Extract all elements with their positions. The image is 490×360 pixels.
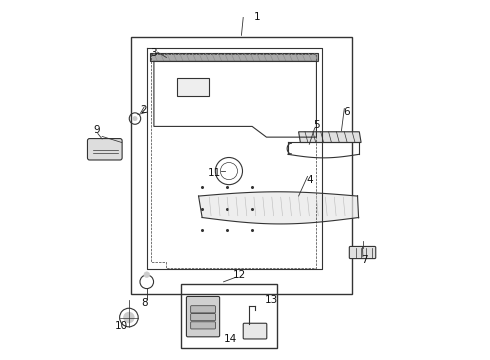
Text: 11: 11 xyxy=(208,168,221,178)
FancyBboxPatch shape xyxy=(191,322,215,329)
Polygon shape xyxy=(150,53,318,62)
Text: 1: 1 xyxy=(254,13,261,22)
FancyBboxPatch shape xyxy=(191,306,215,313)
Circle shape xyxy=(144,272,149,278)
Text: 8: 8 xyxy=(142,298,148,308)
Text: 6: 6 xyxy=(343,107,350,117)
FancyBboxPatch shape xyxy=(88,139,122,160)
FancyBboxPatch shape xyxy=(349,247,376,258)
Circle shape xyxy=(123,312,135,323)
FancyBboxPatch shape xyxy=(191,314,215,321)
Polygon shape xyxy=(198,192,359,224)
Polygon shape xyxy=(298,132,361,143)
Text: 13: 13 xyxy=(265,295,278,305)
Text: 7: 7 xyxy=(361,255,368,265)
Text: 3: 3 xyxy=(150,48,157,58)
Text: 4: 4 xyxy=(306,175,313,185)
Text: 9: 9 xyxy=(94,125,100,135)
Bar xyxy=(177,78,209,96)
Bar xyxy=(131,37,352,294)
Text: 10: 10 xyxy=(115,321,128,332)
FancyBboxPatch shape xyxy=(186,296,220,337)
Text: 12: 12 xyxy=(233,270,246,280)
Text: 5: 5 xyxy=(313,120,320,130)
Circle shape xyxy=(132,116,138,121)
Text: 14: 14 xyxy=(224,334,237,344)
Text: 2: 2 xyxy=(140,105,147,115)
FancyBboxPatch shape xyxy=(243,323,267,339)
Bar xyxy=(181,284,277,348)
